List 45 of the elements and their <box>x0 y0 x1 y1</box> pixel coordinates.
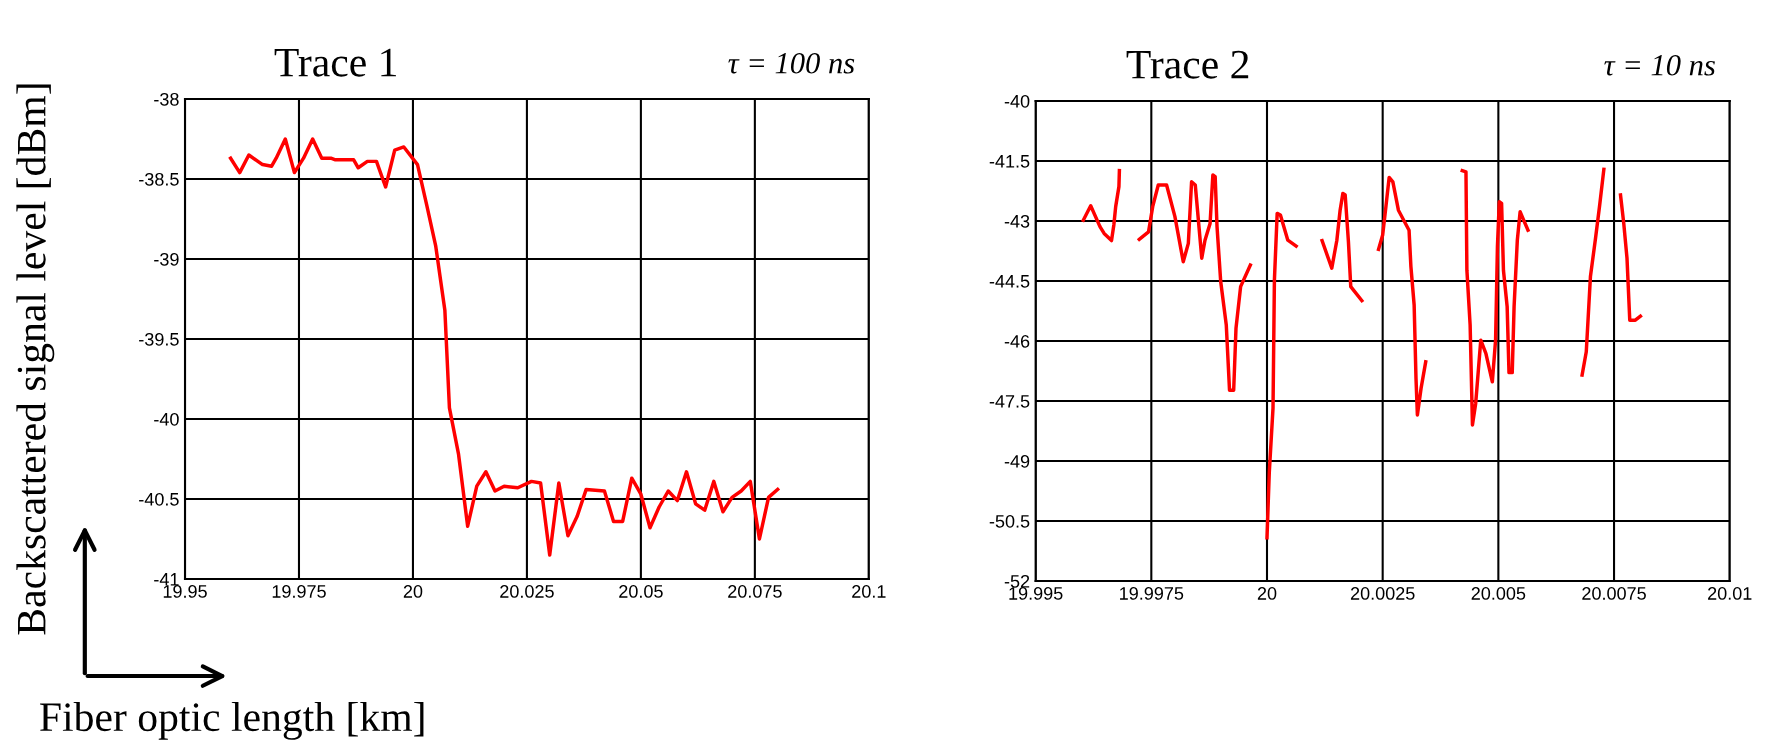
y-tick-label: -39.5 <box>139 332 179 346</box>
x-tick-label: 20.0075 <box>1582 587 1646 600</box>
x-tick-label: 20.075 <box>728 585 782 598</box>
x-tick-label: 20.025 <box>500 585 554 598</box>
x-tick-label: 20 <box>403 585 423 598</box>
chart-title: Trace 1 <box>274 48 396 77</box>
x-tick-label: 20.01 <box>1708 587 1752 600</box>
line-series <box>1320 191 1364 303</box>
y-tick-label: -50.5 <box>989 514 1030 528</box>
y-tick-label: -40 <box>154 412 179 426</box>
y-tick-label: -40.5 <box>139 492 179 506</box>
y-tick-label: -49 <box>1004 454 1030 468</box>
x-tick-label: 19.9975 <box>1120 587 1184 600</box>
y-tick-label: -43 <box>1004 214 1030 228</box>
line-series <box>1265 211 1298 540</box>
x-tick-label: 19.95 <box>163 585 207 598</box>
y-tick-label: -40 <box>1004 94 1030 108</box>
y-tick-label: -52 <box>1004 574 1030 588</box>
text: τ = 10 ns <box>1604 54 1715 76</box>
x-tick-label: 20.1 <box>852 585 886 598</box>
x-tick-label: 20 <box>1257 587 1277 600</box>
text: τ = 100 ns <box>728 52 855 74</box>
y-tick-label: -41 <box>154 573 179 586</box>
x-tick-label: 19.975 <box>272 585 326 598</box>
line-series <box>1580 167 1606 377</box>
y-axis-title: Backscattered signal level [dBm] <box>16 84 55 635</box>
x-tick-label: 20.005 <box>1471 587 1526 600</box>
line-series <box>1618 193 1643 322</box>
y-tick-label: -39 <box>154 252 179 266</box>
line-series <box>1081 168 1122 243</box>
chart-title: Trace 2 <box>1126 50 1249 79</box>
x-tick-label: 19.995 <box>1009 587 1063 600</box>
y-tick-label: -38.5 <box>139 172 179 186</box>
x-axis-title: Fiber optic length [km] <box>40 701 424 740</box>
x-tick-label: 20.05 <box>619 585 663 598</box>
line-series <box>1460 168 1530 427</box>
y-tick-label: -46 <box>1004 334 1030 348</box>
line-series <box>228 137 780 557</box>
y-tick-label: -41.5 <box>989 155 1030 168</box>
x-tick-label: 20.0025 <box>1350 587 1415 600</box>
y-tick-label: -38 <box>154 92 179 106</box>
line-series <box>1376 175 1428 417</box>
y-tick-label: -44.5 <box>989 275 1030 288</box>
line-series <box>1137 173 1253 392</box>
y-tick-label: -47.5 <box>989 395 1030 408</box>
